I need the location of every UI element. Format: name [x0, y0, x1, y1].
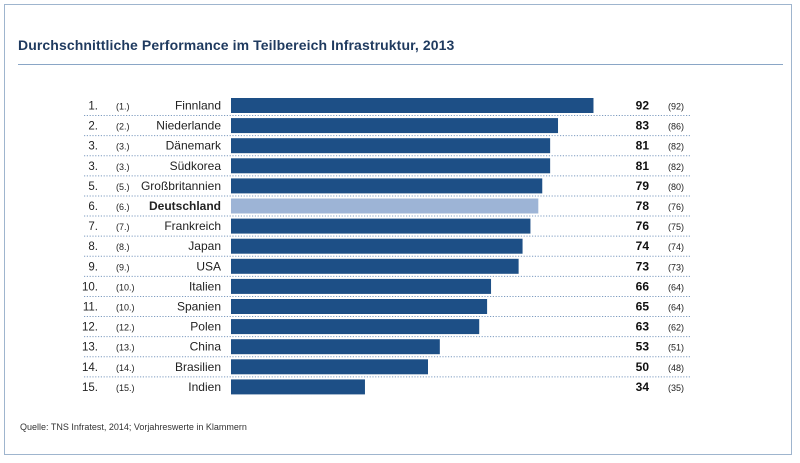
prev-value-label: (74): [668, 242, 684, 252]
prev-value-label: (51): [668, 343, 684, 353]
country-label: Italien: [189, 279, 221, 293]
value-label: 34: [636, 380, 650, 394]
value-label: 81: [636, 159, 650, 173]
rank-label: 13.: [82, 342, 98, 354]
prev-rank-label: (6.): [116, 202, 130, 212]
country-label: USA: [196, 259, 221, 273]
country-label: Spanien: [177, 300, 221, 314]
bar: [231, 278, 492, 294]
prev-value-label: (73): [668, 262, 684, 272]
value-label: 78: [636, 199, 650, 213]
bar: [231, 319, 480, 335]
prev-rank-label: (12.): [116, 323, 135, 333]
prev-rank-label: (9.): [116, 262, 130, 272]
country-label: Dänemark: [166, 139, 222, 153]
prev-rank-label: (3.): [116, 162, 130, 172]
rank-label: 12.: [82, 322, 98, 334]
prev-value-label: (35): [668, 383, 684, 393]
bar: [231, 238, 523, 254]
country-label: China: [190, 340, 222, 354]
rank-label: 10.: [82, 281, 98, 293]
prev-rank-label: (10.): [116, 303, 135, 313]
prev-value-label: (64): [668, 282, 684, 292]
prev-value-label: (48): [668, 363, 684, 373]
bar: [231, 158, 551, 174]
bar: [231, 118, 559, 134]
value-label: 92: [636, 99, 650, 113]
value-label: 66: [636, 279, 650, 293]
title-divider: [18, 64, 783, 65]
country-label: Frankreich: [164, 219, 221, 233]
prev-rank-label: (2.): [116, 122, 130, 132]
country-label: Finnland: [175, 99, 221, 113]
rank-label: 2.: [88, 121, 98, 133]
source-note: Quelle: TNS Infratest, 2014; Vorjahreswe…: [20, 422, 247, 432]
bar: [231, 258, 519, 274]
country-label: Polen: [190, 320, 221, 334]
rank-label: 14.: [82, 362, 98, 374]
bar: [231, 339, 440, 355]
rank-label: 15.: [82, 382, 98, 394]
bar: [231, 359, 428, 375]
rank-label: 7.: [88, 221, 98, 233]
prev-rank-label: (8.): [116, 242, 130, 252]
rank-label: 1.: [88, 101, 98, 113]
country-label: Brasilien: [175, 360, 221, 374]
value-label: 79: [636, 179, 650, 193]
prev-rank-label: (5.): [116, 182, 130, 192]
prev-rank-label: (15.): [116, 383, 135, 393]
bar: [231, 198, 539, 214]
prev-value-label: (82): [668, 142, 684, 152]
bar: [231, 379, 365, 395]
value-label: 53: [636, 340, 650, 354]
chart-title: Durchschnittliche Performance im Teilber…: [18, 37, 455, 53]
prev-value-label: (62): [668, 323, 684, 333]
prev-value-label: (80): [668, 182, 684, 192]
value-label: 83: [636, 119, 650, 133]
value-label: 76: [636, 219, 650, 233]
prev-value-label: (75): [668, 222, 684, 232]
value-label: 63: [636, 320, 650, 334]
bar: [231, 178, 543, 194]
prev-rank-label: (3.): [116, 142, 130, 152]
value-label: 74: [636, 239, 650, 253]
rank-label: 9.: [88, 261, 98, 273]
country-label: Großbritannien: [141, 179, 221, 193]
bar: [231, 299, 488, 314]
rank-label: 3.: [88, 161, 98, 173]
prev-rank-label: (1.): [116, 102, 130, 112]
country-label: Japan: [188, 239, 221, 253]
value-label: 81: [636, 139, 650, 153]
bar: [231, 218, 531, 234]
rank-label: 6.: [88, 201, 98, 213]
prev-rank-label: (14.): [116, 363, 135, 373]
prev-rank-label: (10.): [116, 282, 135, 292]
prev-rank-label: (7.): [116, 222, 130, 232]
value-label: 50: [636, 360, 650, 374]
value-label: 65: [636, 300, 650, 314]
country-label: Südkorea: [170, 159, 222, 173]
rank-label: 3.: [88, 141, 98, 153]
prev-rank-label: (13.): [116, 343, 135, 353]
prev-value-label: (92): [668, 102, 684, 112]
prev-value-label: (86): [668, 122, 684, 132]
rank-label: 8.: [88, 241, 98, 253]
prev-value-label: (76): [668, 202, 684, 212]
country-label: Indien: [188, 380, 221, 394]
country-label: Niederlande: [156, 119, 221, 133]
prev-value-label: (64): [668, 303, 684, 313]
country-label: Deutschland: [149, 199, 221, 213]
rank-label: 11.: [83, 302, 98, 314]
rank-label: 5.: [88, 181, 98, 193]
bar: [231, 138, 551, 154]
value-label: 73: [636, 259, 650, 273]
prev-value-label: (82): [668, 162, 684, 172]
bar: [231, 98, 594, 113]
